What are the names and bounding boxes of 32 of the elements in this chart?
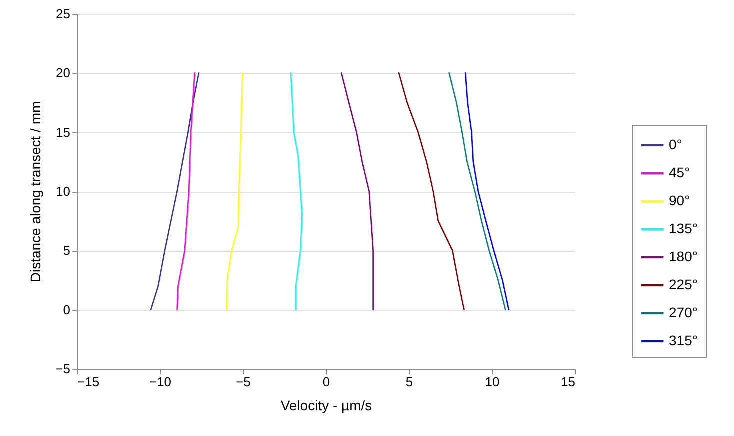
legend-label: 180° <box>669 248 698 264</box>
line-series <box>464 72 510 310</box>
y-tick-label: 0 <box>63 302 70 318</box>
x-tick-label: 0 <box>322 374 330 390</box>
x-tick-label: 15 <box>561 374 576 390</box>
legend-label: 315° <box>669 332 698 348</box>
line-series <box>340 72 374 310</box>
x-tick-label: −10 <box>149 374 172 390</box>
y-tick-label: 10 <box>56 184 70 199</box>
legend-label: 270° <box>669 304 698 320</box>
x-tick-label: −15 <box>78 374 100 390</box>
legend-label: 0° <box>669 136 682 152</box>
legend-label: 225° <box>669 276 698 292</box>
x-tick-label: 5 <box>406 374 414 390</box>
y-tick-label: 25 <box>56 6 70 22</box>
y-tick-label: 15 <box>56 124 70 140</box>
line-series <box>290 72 303 310</box>
x-tick-label: 10 <box>485 374 500 390</box>
legend-label: 45° <box>669 164 690 180</box>
line-series <box>150 72 200 310</box>
y-tick-label: 20 <box>56 66 70 81</box>
line-series <box>226 72 244 310</box>
x-axis-title: Velocity - µm/s <box>280 398 372 414</box>
line-series <box>448 72 506 310</box>
y-tick-label: 5 <box>63 243 70 258</box>
y-tick-label: −5 <box>56 362 70 376</box>
line-series <box>398 72 465 310</box>
legend-label: 90° <box>669 192 690 208</box>
legend-label: 135° <box>669 220 698 236</box>
y-axis-title: Distance along transect / mm <box>28 101 44 283</box>
x-tick-label: −5 <box>236 374 251 390</box>
line-series <box>176 72 196 310</box>
